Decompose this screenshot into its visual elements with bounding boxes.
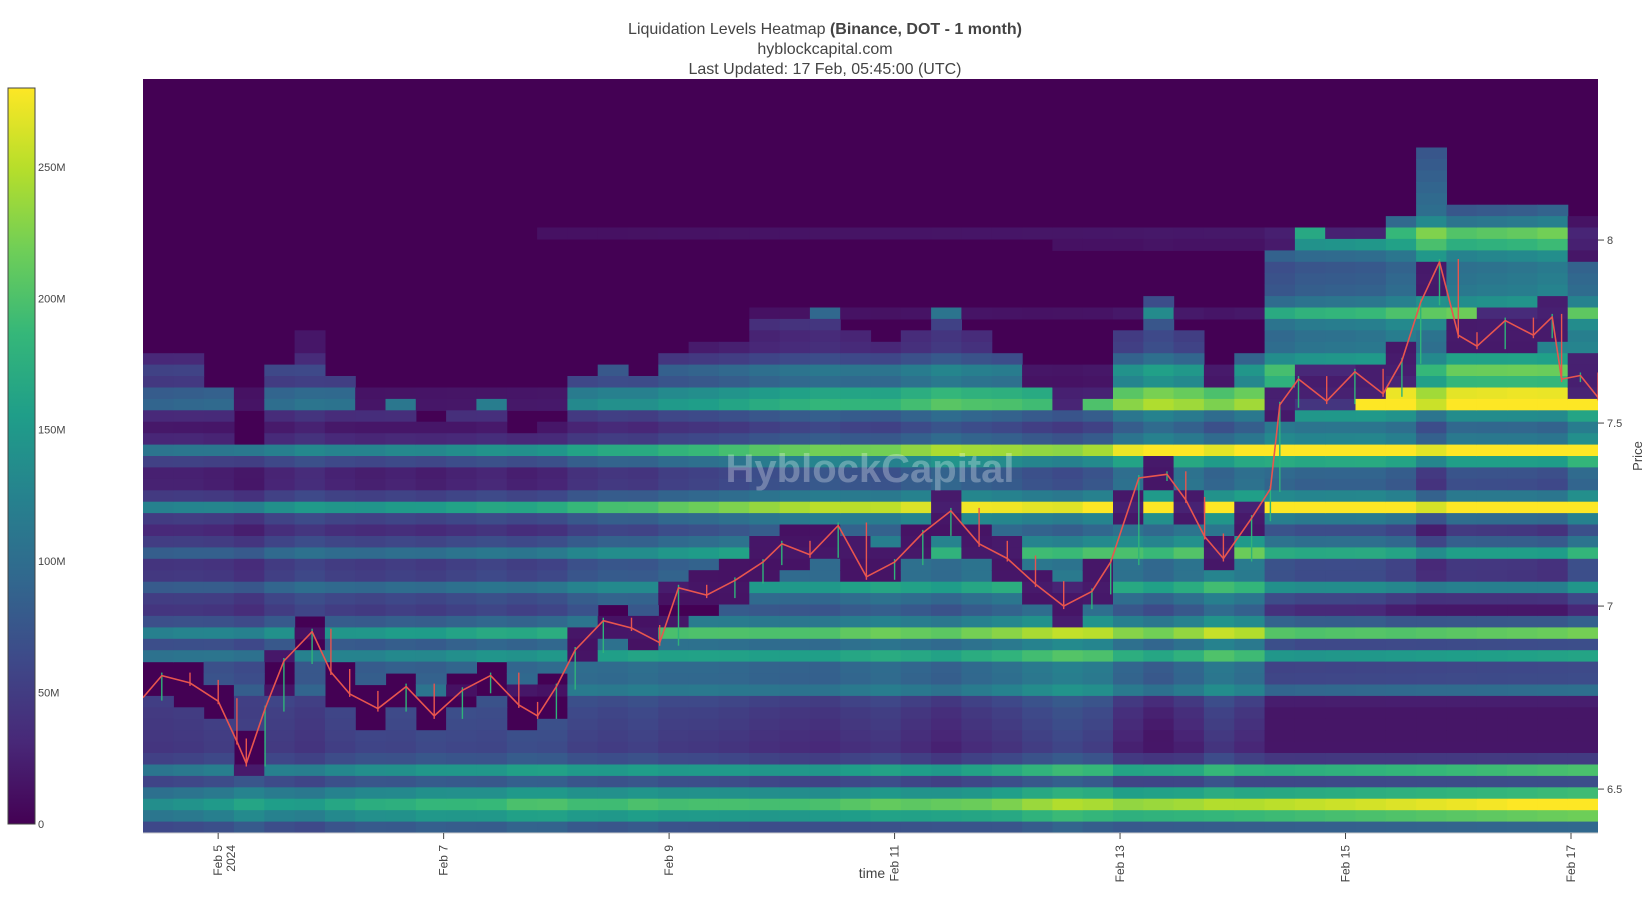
heatmap-bands — [143, 147, 1598, 833]
x-tick-label-4: Feb 13 — [1113, 845, 1127, 883]
x-tick-label-0: Feb 5 — [211, 845, 225, 876]
y-tick-label-0: 6.5 — [1607, 784, 1622, 796]
y-tick-label-3: 8 — [1607, 235, 1613, 247]
x-tick-label-2: Feb 9 — [662, 845, 676, 876]
colorbar-tick-label-4: 200M — [38, 293, 66, 305]
x-tick-label-1: Feb 7 — [437, 845, 451, 876]
y-tick-label-1: 7 — [1607, 601, 1613, 613]
watermark: HyblockCapital — [726, 447, 1015, 491]
price-line — [143, 261, 1598, 765]
colorbar: 0 50M 100M 150M 200M 250M — [7, 87, 66, 831]
x-tick-label-5: Feb 15 — [1339, 845, 1353, 883]
x-tick-year-label: 2024 — [224, 845, 238, 872]
colorbar-ticks: 0 50M 100M 150M 200M 250M — [38, 162, 66, 831]
colorbar-tick-label-1: 50M — [38, 688, 59, 700]
plot-area: HyblockCapital — [143, 79, 1598, 833]
colorbar-gradient — [7, 87, 36, 825]
colorbar-tick-label-3: 150M — [38, 425, 66, 437]
chart-subtitle-updated: Last Updated: 17 Feb, 05:45:00 (UTC) — [688, 61, 961, 78]
colorbar-tick-label-0: 0 — [38, 819, 44, 831]
x-axis-label: time — [859, 865, 886, 881]
y-axis: 6.5 7 7.5 8 — [1598, 235, 1622, 796]
y-tick-label-2: 7.5 — [1607, 418, 1622, 430]
y-axis-label: Price — [1630, 441, 1645, 471]
chart-title: Liquidation Levels Heatmap (Binance, DOT… — [628, 21, 1022, 38]
colorbar-tick-label-2: 100M — [38, 556, 66, 568]
chart-subtitle-site: hyblockcapital.com — [757, 41, 892, 58]
x-tick-label-3: Feb 11 — [888, 845, 902, 882]
x-tick-label-6: Feb 17 — [1564, 845, 1578, 883]
x-axis: Feb 5 2024 Feb 7 Feb 9 Feb 11 Feb 13 Feb 15 Feb… — [143, 832, 1598, 883]
colorbar-tick-label-5: 250M — [38, 162, 66, 174]
